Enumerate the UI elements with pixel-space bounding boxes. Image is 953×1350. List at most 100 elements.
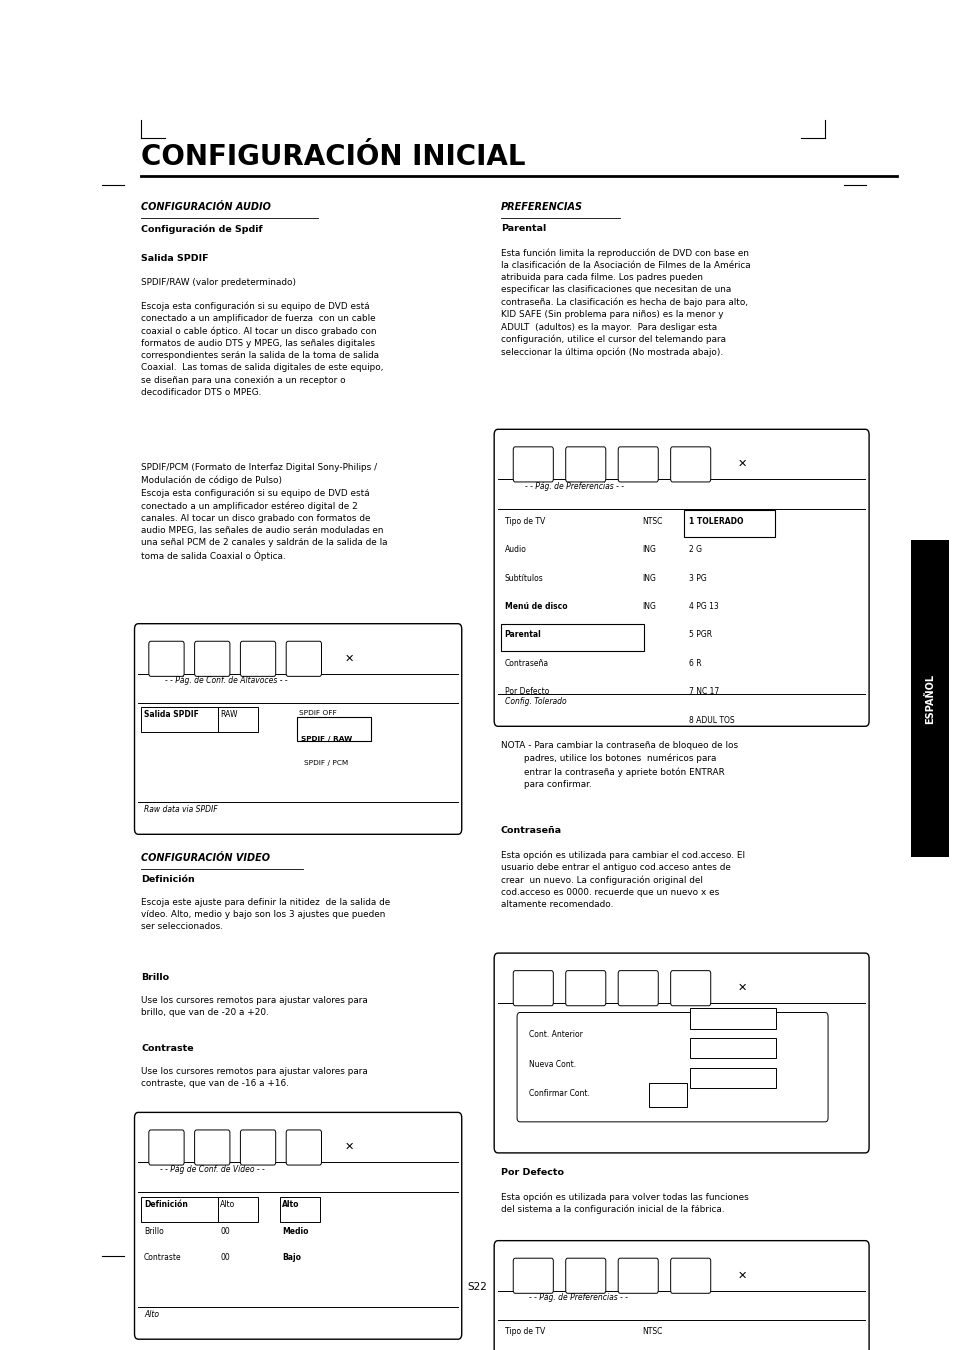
FancyBboxPatch shape (517, 1012, 827, 1122)
Text: ✕: ✕ (737, 1270, 746, 1280)
Text: 00: 00 (220, 1253, 230, 1262)
Text: Cont. Anterior: Cont. Anterior (529, 1030, 582, 1040)
Text: 00: 00 (220, 1227, 230, 1237)
Text: - - Pág. de Conf. de Altavoces - -: - - Pág. de Conf. de Altavoces - - (165, 676, 288, 686)
Text: Salida SPDIF: Salida SPDIF (144, 710, 199, 720)
Text: 8 ADUL TOS: 8 ADUL TOS (688, 716, 734, 725)
FancyBboxPatch shape (494, 429, 868, 726)
Text: 4 PG 13: 4 PG 13 (688, 602, 718, 612)
FancyBboxPatch shape (513, 447, 553, 482)
Text: SPDIF / PCM: SPDIF / PCM (304, 760, 348, 765)
Text: NTSC: NTSC (641, 517, 661, 526)
FancyBboxPatch shape (565, 1258, 605, 1293)
Text: Escoja este ajuste para definir la nitidez  de la salida de
vídeo. Alto, medio y: Escoja este ajuste para definir la nitid… (141, 898, 390, 931)
Text: Raw data via SPDIF: Raw data via SPDIF (144, 805, 217, 814)
FancyBboxPatch shape (618, 971, 658, 1006)
Bar (217, 707, 257, 732)
Text: Nueva Cont.: Nueva Cont. (529, 1060, 576, 1069)
Text: ✕: ✕ (737, 459, 746, 468)
Text: Brillo: Brillo (141, 973, 169, 983)
Text: SPDIF/PCM (Formato de Interfaz Digital Sony-Philips /
Modulación de código de Pu: SPDIF/PCM (Formato de Interfaz Digital S… (141, 463, 387, 562)
Bar (141, 707, 217, 732)
Bar (689, 1038, 775, 1058)
Bar (648, 1083, 686, 1107)
Text: Definición: Definición (141, 875, 194, 884)
Text: 5 PGR: 5 PGR (688, 630, 711, 640)
Bar (141, 1197, 217, 1222)
Text: Use los cursores remotos para ajustar valores para
contraste, que van de -16 a +: Use los cursores remotos para ajustar va… (141, 1066, 368, 1088)
Text: Escoja esta configuración si su equipo de DVD está
conectado a un amplificador d: Escoja esta configuración si su equipo d… (141, 301, 383, 397)
Text: Definición: Definición (144, 1200, 188, 1210)
FancyBboxPatch shape (149, 1130, 184, 1165)
Bar (296, 717, 371, 741)
FancyBboxPatch shape (513, 971, 553, 1006)
Text: Alto: Alto (282, 1200, 299, 1210)
Bar (217, 1197, 257, 1222)
FancyBboxPatch shape (134, 1112, 461, 1339)
Text: ING: ING (641, 545, 656, 555)
FancyBboxPatch shape (149, 641, 184, 676)
Text: 1 TOLERADO: 1 TOLERADO (688, 517, 742, 526)
FancyBboxPatch shape (670, 447, 710, 482)
Text: NTSC: NTSC (641, 1327, 661, 1336)
FancyBboxPatch shape (194, 1130, 230, 1165)
Text: Alto: Alto (220, 1200, 235, 1210)
Text: Tipo de TV: Tipo de TV (504, 1327, 544, 1336)
Text: 2 G: 2 G (688, 545, 701, 555)
Text: Esta opción es utilizada para volver todas las funciones
del sistema a la config: Esta opción es utilizada para volver tod… (500, 1192, 748, 1215)
FancyBboxPatch shape (134, 624, 461, 834)
Text: 6 R: 6 R (688, 659, 700, 668)
Text: Esta función limita la reproducción de DVD con base en
la clasificación de la As: Esta función limita la reproducción de D… (500, 248, 750, 358)
FancyBboxPatch shape (494, 1241, 868, 1350)
Bar (689, 1068, 775, 1088)
Text: NOTA - Para cambiar la contraseña de bloqueo de los
        padres, utilice los : NOTA - Para cambiar la contraseña de blo… (500, 741, 738, 790)
Text: OK: OK (661, 1087, 673, 1096)
Text: Tipo de TV: Tipo de TV (504, 517, 544, 526)
FancyBboxPatch shape (494, 953, 868, 1153)
Text: Contraste: Contraste (141, 1044, 193, 1053)
Text: Por Defecto: Por Defecto (500, 1168, 563, 1177)
FancyBboxPatch shape (513, 1258, 553, 1293)
FancyBboxPatch shape (240, 641, 275, 676)
Text: Configuración de Spdif: Configuración de Spdif (141, 224, 262, 234)
Text: SPDIF OFF: SPDIF OFF (298, 710, 336, 716)
Text: 3 PG: 3 PG (688, 574, 706, 583)
Text: ESPAÑOL: ESPAÑOL (924, 674, 934, 724)
Text: SPDIF / RAW: SPDIF / RAW (300, 736, 352, 741)
FancyBboxPatch shape (194, 641, 230, 676)
Bar (689, 1008, 775, 1029)
FancyBboxPatch shape (618, 447, 658, 482)
Text: Medio: Medio (282, 1227, 309, 1237)
Text: Subtítulos: Subtítulos (504, 574, 543, 583)
Text: 7 NC 17: 7 NC 17 (688, 687, 719, 697)
Text: ✕: ✕ (737, 983, 746, 992)
Bar (683, 510, 774, 537)
FancyBboxPatch shape (618, 1258, 658, 1293)
Text: Contraseña: Contraseña (504, 659, 548, 668)
Text: Confirmar Cont.: Confirmar Cont. (529, 1089, 590, 1099)
FancyBboxPatch shape (565, 971, 605, 1006)
Text: Salida SPDIF: Salida SPDIF (141, 254, 209, 263)
Text: ING: ING (641, 602, 656, 612)
Bar (279, 1197, 319, 1222)
FancyBboxPatch shape (286, 1130, 321, 1165)
FancyBboxPatch shape (565, 447, 605, 482)
Text: SPDIF/RAW (valor predeterminado): SPDIF/RAW (valor predeterminado) (141, 278, 295, 288)
Text: - - Pág de Conf. de Vídeo - -: - - Pág de Conf. de Vídeo - - (160, 1165, 265, 1174)
Text: Contraste: Contraste (144, 1253, 181, 1262)
Text: S22: S22 (467, 1282, 486, 1292)
Text: Alto: Alto (144, 1310, 159, 1319)
Text: PREFERENCIAS: PREFERENCIAS (500, 202, 582, 212)
Text: RAW: RAW (220, 710, 237, 720)
Text: Config. Tolerado: Config. Tolerado (504, 697, 566, 706)
FancyBboxPatch shape (286, 641, 321, 676)
Text: Use los cursores remotos para ajustar valores para
brillo, que van de -20 a +20.: Use los cursores remotos para ajustar va… (141, 996, 368, 1018)
FancyBboxPatch shape (670, 1258, 710, 1293)
FancyBboxPatch shape (670, 971, 710, 1006)
Text: Audio: Audio (504, 545, 526, 555)
Text: ✕: ✕ (344, 653, 354, 663)
Text: Esta opción es utilizada para cambiar el cod.acceso. El
usuario debe entrar el a: Esta opción es utilizada para cambiar el… (500, 850, 744, 910)
Text: Parental: Parental (504, 630, 541, 640)
Text: Parental: Parental (500, 224, 545, 234)
Text: ING: ING (641, 574, 656, 583)
